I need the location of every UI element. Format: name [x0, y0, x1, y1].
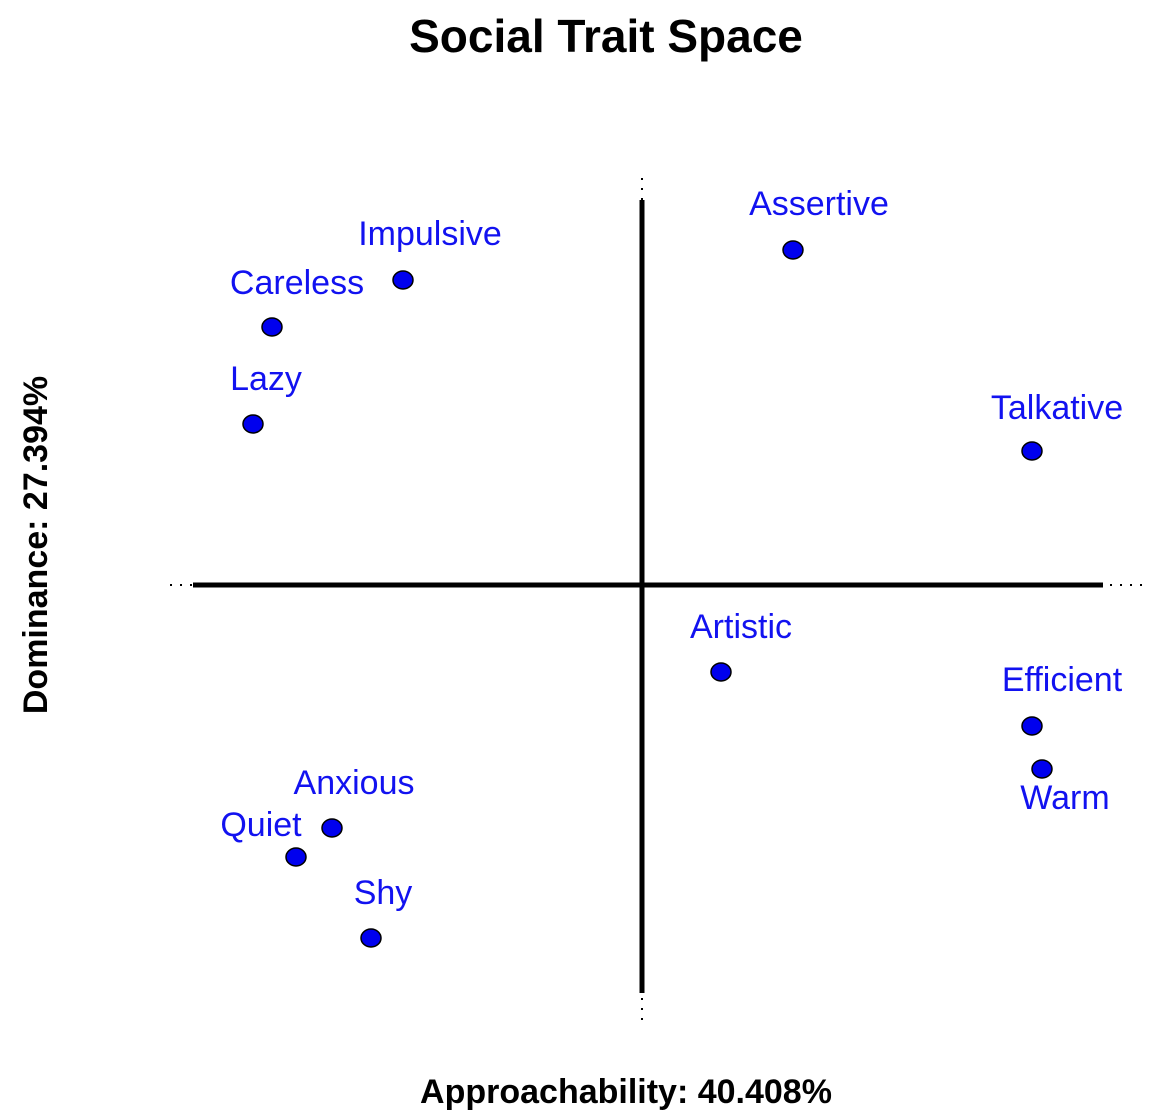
- point: [321, 818, 343, 838]
- point: [782, 240, 804, 260]
- point: [285, 847, 307, 867]
- point-label: Careless: [230, 264, 364, 302]
- point-label: Impulsive: [358, 215, 502, 253]
- point-label: Lazy: [230, 360, 302, 398]
- point-label: Anxious: [294, 764, 415, 802]
- point: [1031, 759, 1053, 779]
- x-axis-label: Approachability: 40.408%: [420, 1073, 832, 1111]
- point-label: Talkative: [991, 389, 1123, 427]
- point-label: Quiet: [220, 806, 302, 844]
- point: [1021, 716, 1043, 736]
- point: [710, 662, 732, 682]
- point-label: Efficient: [1002, 661, 1123, 699]
- point-label: Assertive: [749, 185, 889, 223]
- axes: [170, 178, 1150, 1020]
- point-label: Artistic: [690, 608, 792, 646]
- point-label: Shy: [354, 874, 413, 912]
- point: [261, 317, 283, 337]
- point: [242, 414, 264, 434]
- point: [1021, 441, 1043, 461]
- point: [392, 270, 414, 290]
- y-axis-label: Dominance: 27.394%: [17, 376, 55, 714]
- point-label: Warm: [1020, 779, 1109, 817]
- point: [360, 928, 382, 948]
- points: Assertive Impulsive Careless Lazy Talkative A…: [220, 185, 1123, 948]
- chart-title: Social Trait Space: [409, 10, 803, 62]
